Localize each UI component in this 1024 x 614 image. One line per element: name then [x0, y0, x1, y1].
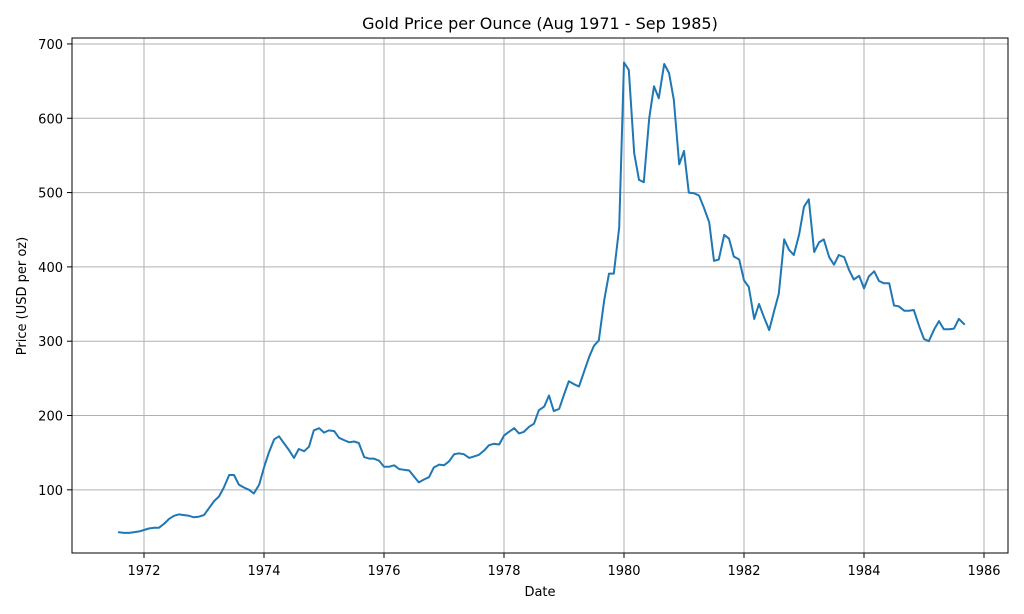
y-tick-label: 500 [38, 187, 63, 202]
series-layer [117, 61, 966, 534]
x-tick-label: 1974 [247, 564, 280, 579]
x-tick-label: 1978 [487, 564, 520, 579]
tick-layer: 1972 1974 1976 1978 1980 1982 1984 1986 100 200 30… [38, 38, 1000, 579]
x-tick-label: 1982 [727, 564, 760, 579]
x-axis-label: Date [524, 585, 555, 600]
y-axis-label: Price (USD per oz) [15, 237, 30, 355]
x-tick-label: 1980 [607, 564, 640, 579]
x-tick-label: 1986 [967, 564, 1000, 579]
y-tick-label: 100 [38, 484, 63, 499]
gold-price-line [117, 61, 966, 534]
y-tick-label: 200 [38, 410, 63, 425]
y-tick-label: 600 [38, 112, 63, 127]
y-tick-label: 300 [38, 335, 63, 350]
x-tick-label: 1972 [127, 564, 160, 579]
x-tick-label: 1976 [367, 564, 400, 579]
chart-title: Gold Price per Ounce (Aug 1971 - Sep 198… [362, 14, 718, 33]
x-tick-label: 1984 [847, 564, 880, 579]
y-tick-label: 400 [38, 261, 63, 276]
y-tick-label: 700 [38, 38, 63, 53]
plot-frame [71, 37, 1009, 554]
grid [72, 38, 1008, 553]
